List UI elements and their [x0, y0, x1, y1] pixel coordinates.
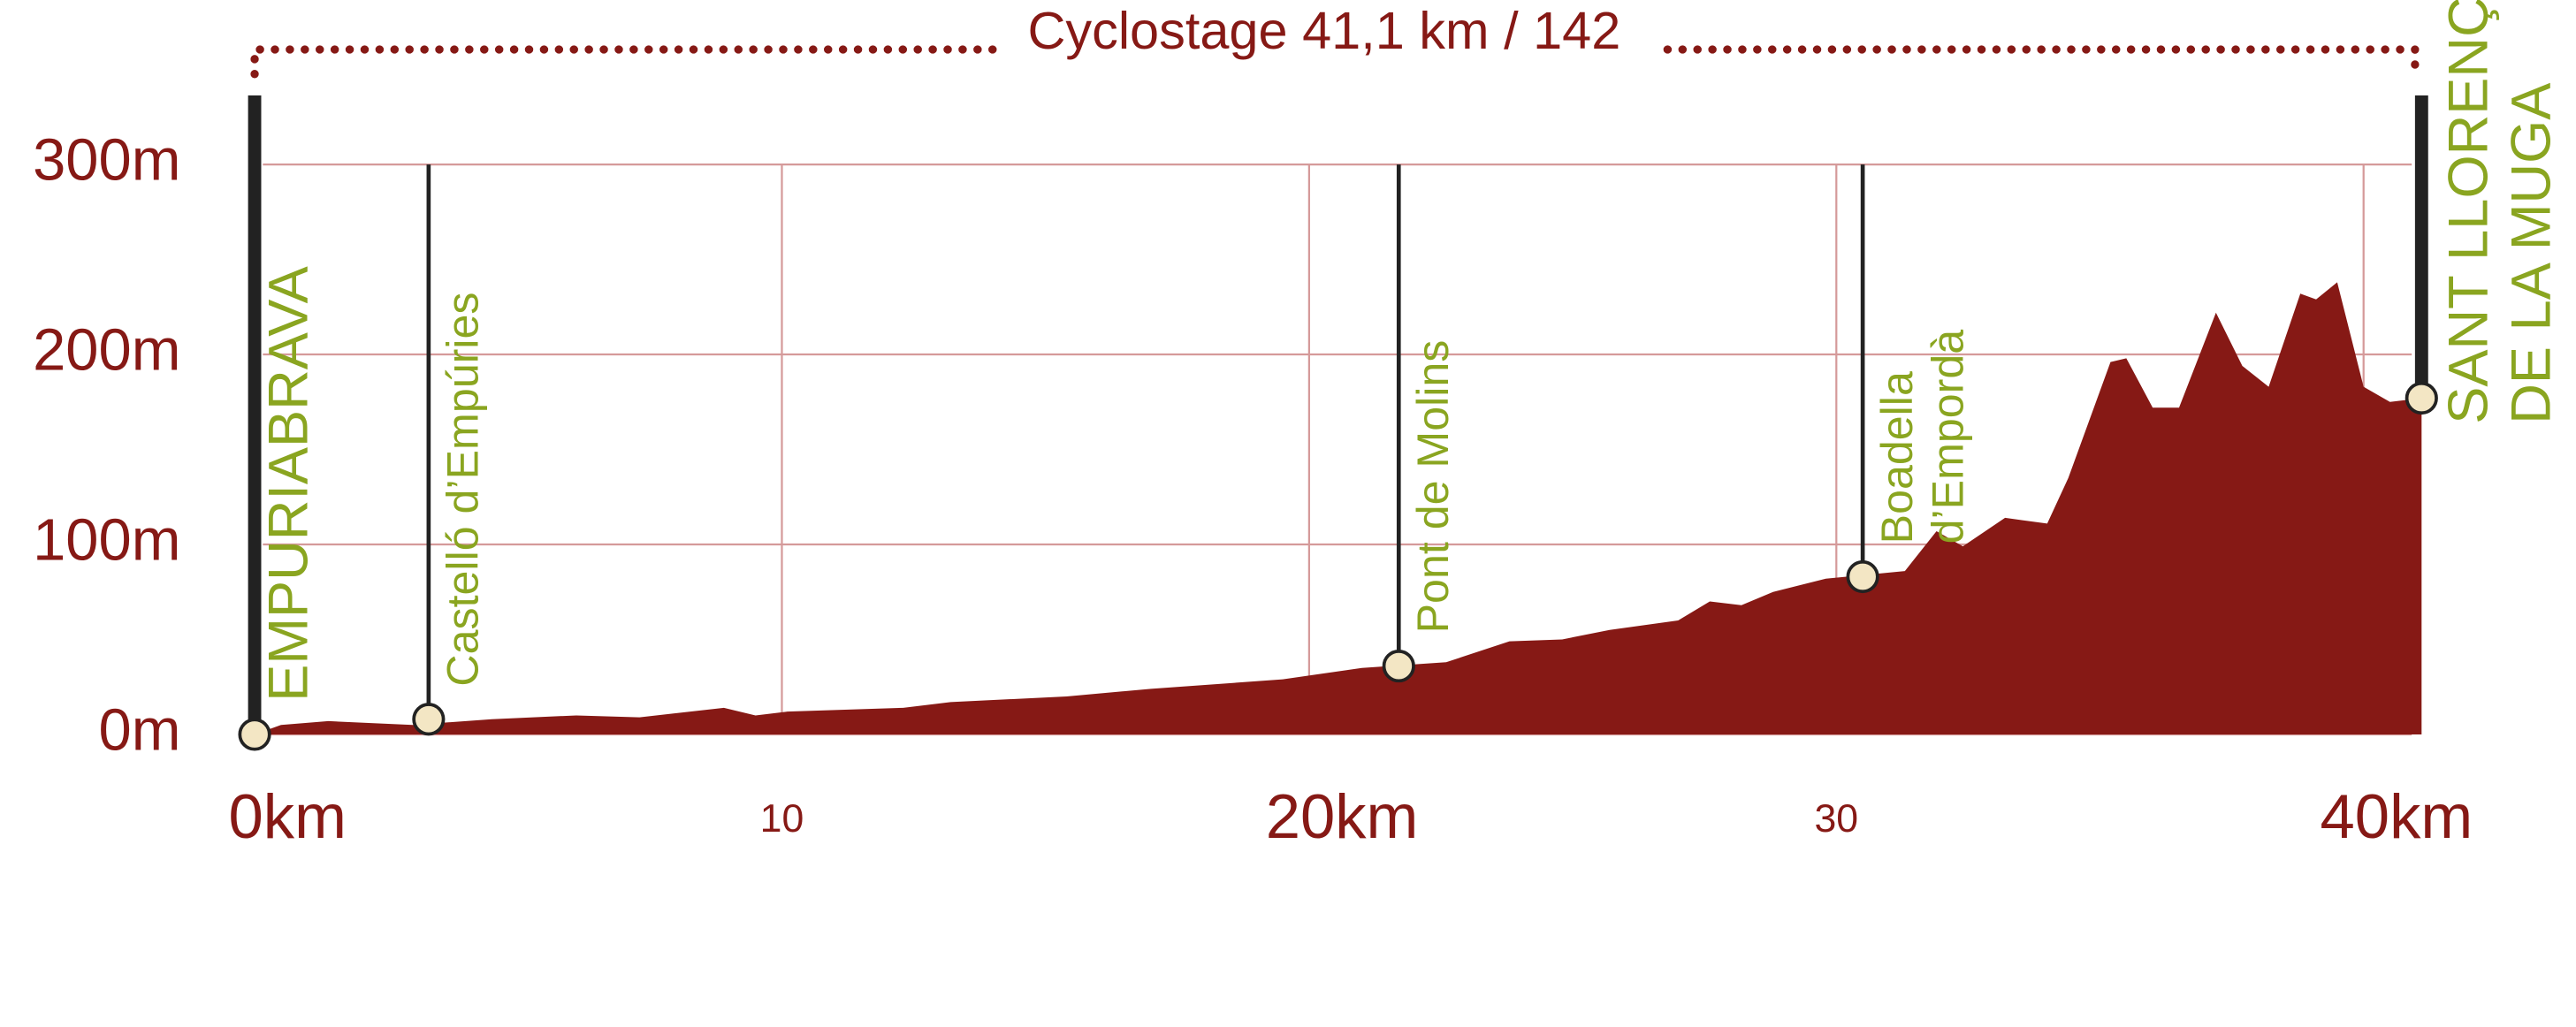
waypoint-marker — [2405, 381, 2438, 415]
waypoint-marker — [1382, 649, 1415, 683]
x-tick-label: 10 — [760, 797, 804, 841]
waypoint-label: EMPURIABRAVA — [258, 265, 320, 701]
x-tick-label: 20km — [1266, 781, 1419, 851]
waypoint-marker — [238, 718, 271, 751]
y-tick-label: 200m — [33, 317, 180, 384]
y-tick-label: 0m — [99, 697, 181, 764]
chart-title: Cyclostage 41,1 km / 142 — [1027, 1, 1620, 60]
x-tick-label: 0km — [229, 781, 347, 851]
waypoint-label: Pont de Molins — [1408, 340, 1458, 634]
waypoint-label: d’Empordà — [1923, 330, 1972, 544]
y-tick-label: 300m — [33, 127, 180, 194]
waypoint-label: Castelló d’Empúries — [438, 293, 488, 687]
title-bracket — [250, 45, 2420, 79]
elevation-area — [255, 282, 2422, 734]
waypoint-marker — [1846, 559, 1879, 594]
x-tick-label: 40km — [2321, 781, 2473, 851]
waypoint-label: Boadella — [1872, 371, 1922, 544]
waypoint-marker — [412, 703, 446, 736]
waypoint-label: SANT LLORENÇ — [2438, 0, 2500, 424]
plot: EMPURIABRAVA Castelló d’Empúries Pont de M… — [238, 0, 2562, 751]
x-tick-label: 30 — [1814, 797, 1858, 841]
waypoint-label: DE LA MUGA — [2500, 82, 2562, 424]
y-tick-label: 100m — [33, 507, 180, 574]
